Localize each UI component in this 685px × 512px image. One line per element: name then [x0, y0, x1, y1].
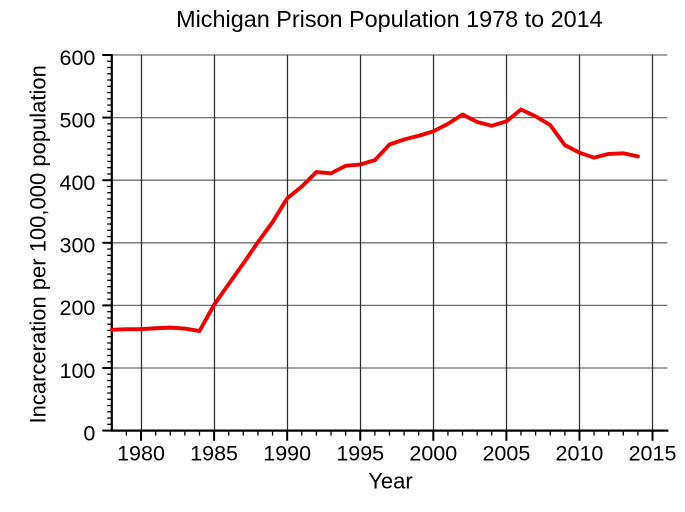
- svg-text:0: 0: [83, 421, 95, 445]
- svg-text:200: 200: [60, 296, 96, 320]
- svg-text:1980: 1980: [117, 442, 165, 466]
- svg-text:100: 100: [60, 359, 96, 383]
- svg-text:1990: 1990: [263, 442, 311, 466]
- svg-text:2015: 2015: [629, 442, 677, 466]
- svg-text:500: 500: [60, 108, 96, 132]
- svg-text:2000: 2000: [409, 442, 457, 466]
- svg-text:Year: Year: [368, 468, 412, 493]
- svg-text:Michigan Prison Population 197: Michigan Prison Population 1978 to 2014: [176, 6, 603, 32]
- svg-text:1985: 1985: [190, 442, 238, 466]
- svg-text:400: 400: [60, 171, 96, 195]
- svg-text:2005: 2005: [482, 442, 530, 466]
- svg-text:1995: 1995: [336, 442, 384, 466]
- svg-text:600: 600: [60, 46, 96, 70]
- svg-text:300: 300: [60, 234, 96, 258]
- svg-text:2010: 2010: [556, 442, 604, 466]
- svg-text:Incarceration per 100,000 popu: Incarceration per 100,000 population: [25, 65, 50, 423]
